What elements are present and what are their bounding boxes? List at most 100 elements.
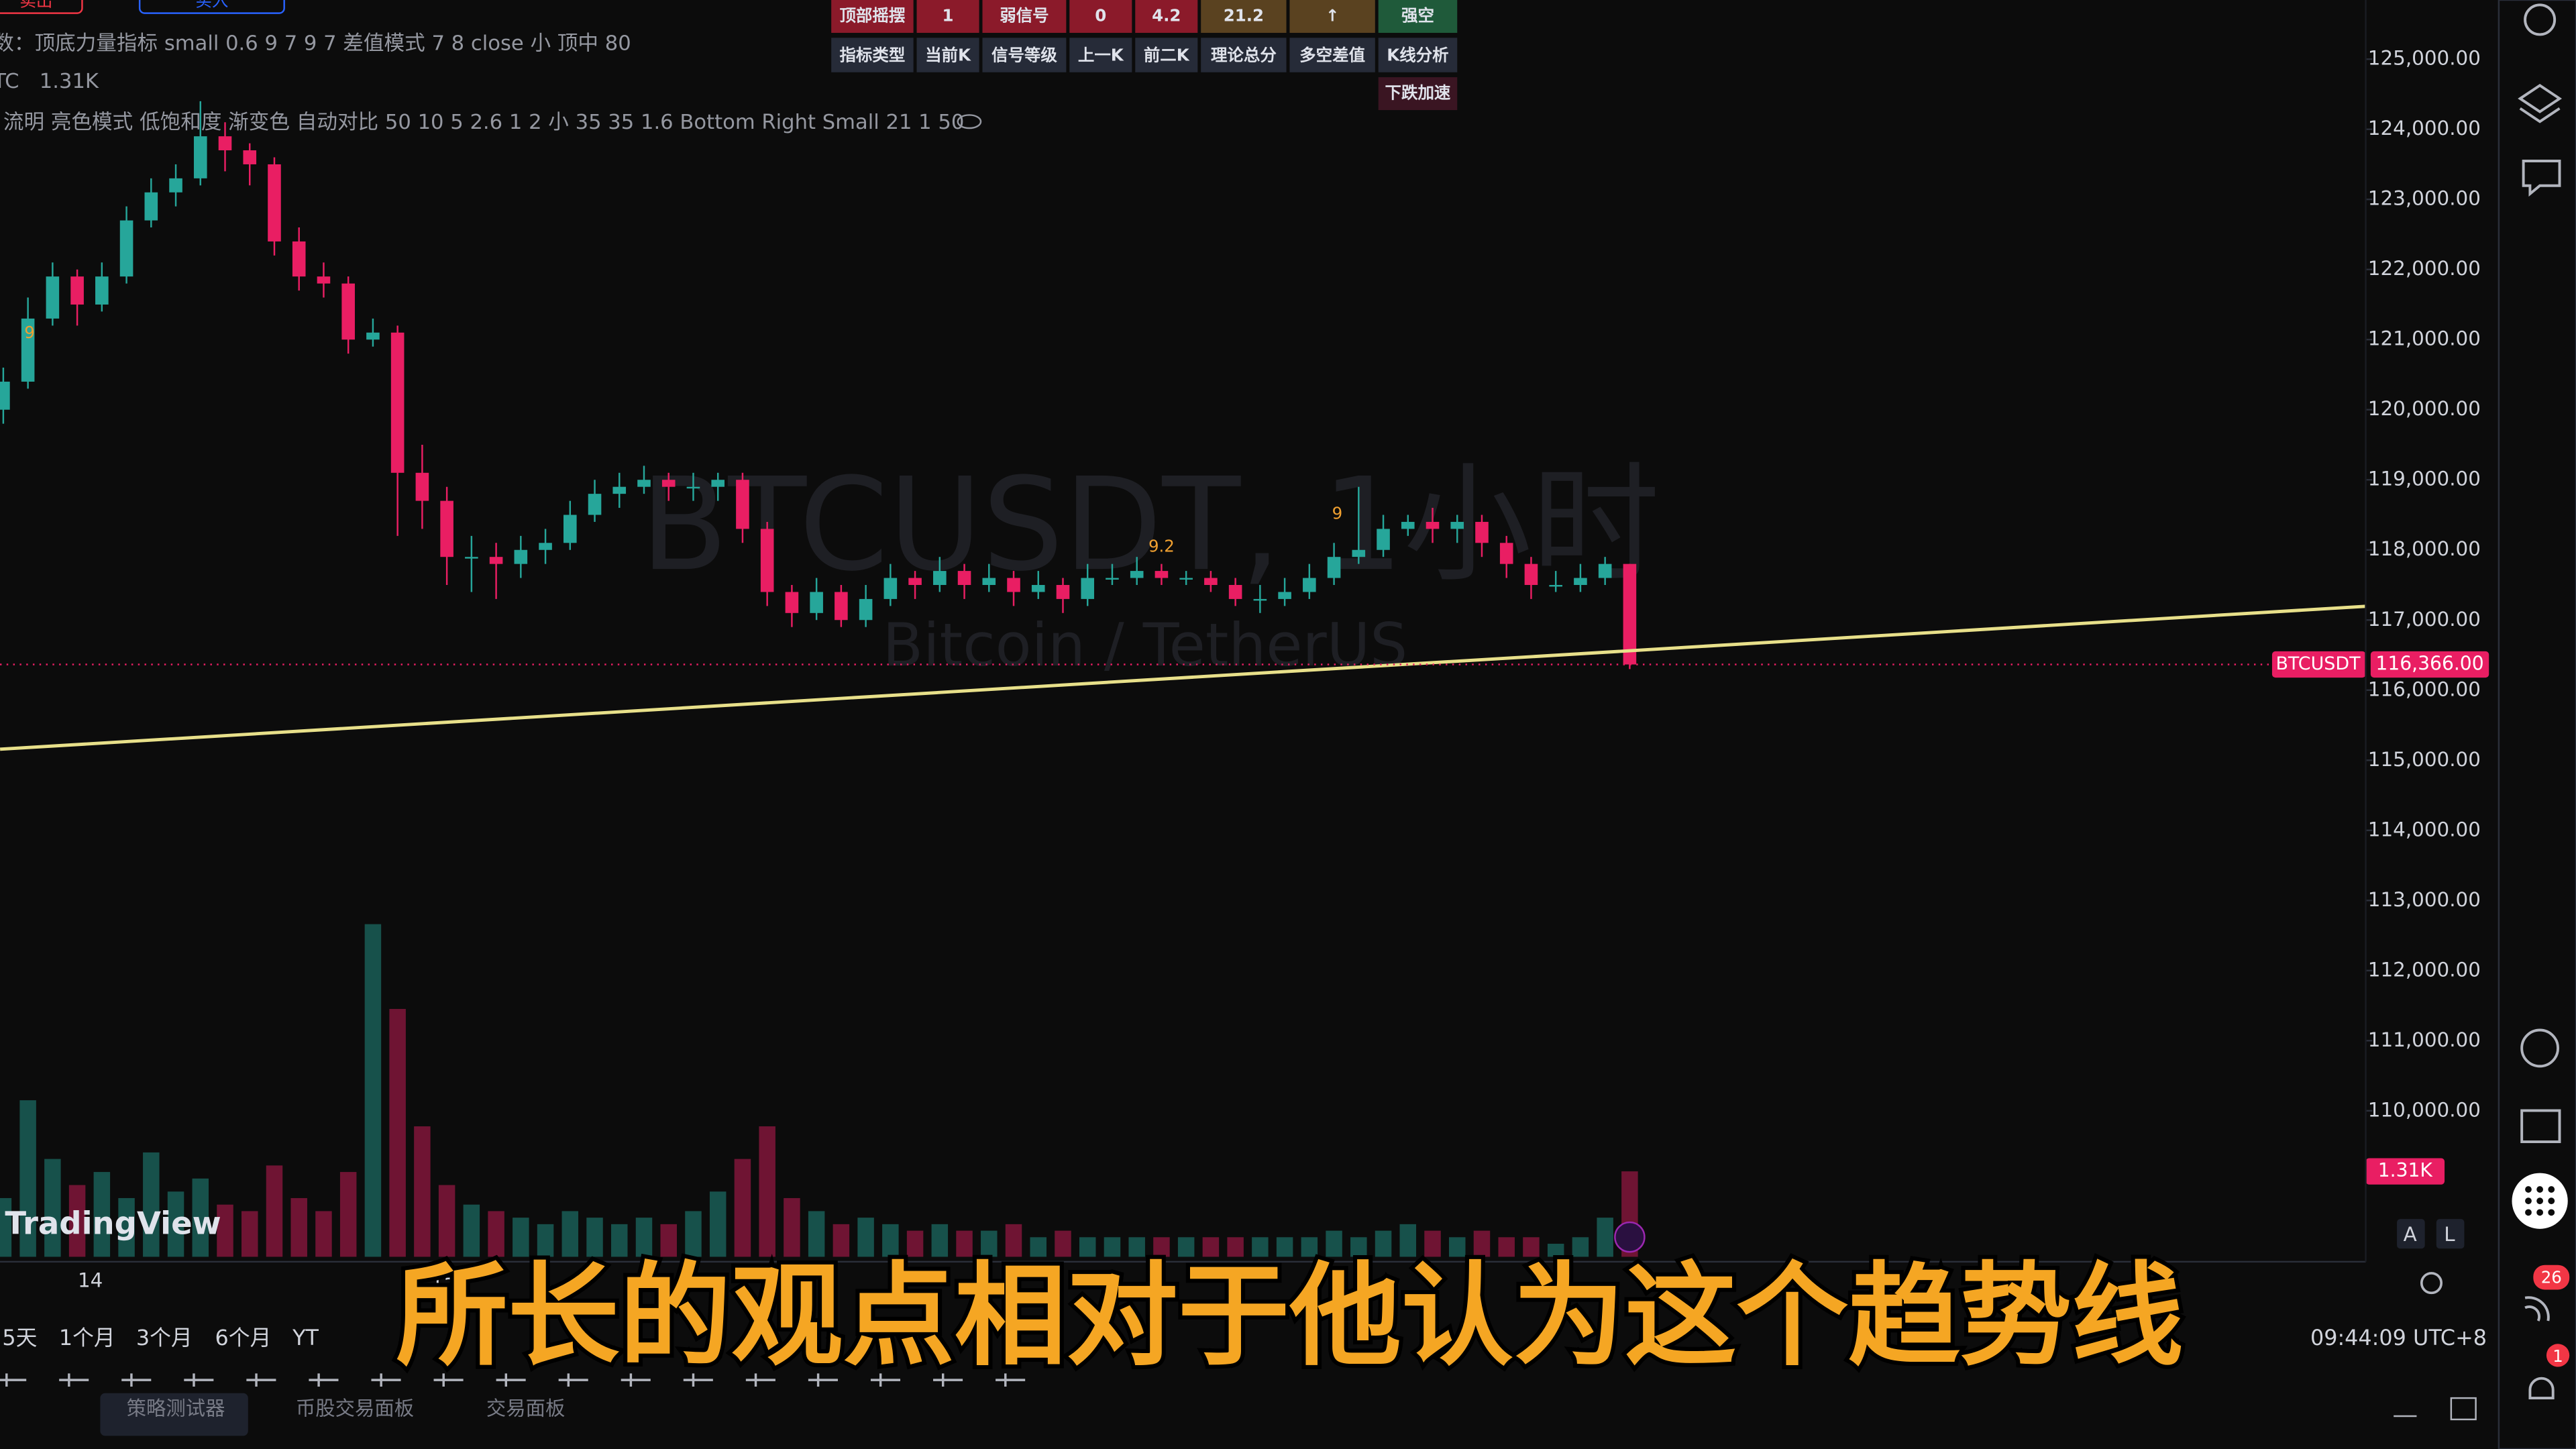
volume-bar	[1424, 1230, 1441, 1257]
trend-cell	[1378, 77, 1458, 111]
volume-pane	[0, 924, 1638, 1257]
drawing-tool[interactable]	[808, 1373, 838, 1387]
clock-icon[interactable]	[2524, 3, 2557, 36]
candle-body	[268, 164, 281, 241]
candle-body	[317, 276, 331, 284]
sell-button-text[interactable]: 卖出	[19, 0, 52, 10]
drawing-tool[interactable]	[870, 1373, 901, 1387]
period-button[interactable]: 1个月	[59, 1325, 115, 1350]
candle-body	[1574, 578, 1587, 586]
candle-annotation: 9.2	[1148, 537, 1175, 556]
volume-bar	[167, 1191, 184, 1257]
candle-body	[1598, 564, 1612, 578]
panel-tab[interactable]: 交易面板	[486, 1397, 566, 1420]
hide-icon[interactable]	[957, 114, 982, 129]
volume-bar	[1523, 1237, 1540, 1257]
candle-body	[835, 592, 848, 621]
volume-bar	[1005, 1224, 1022, 1257]
volume-bar	[1055, 1230, 1071, 1257]
candle-body	[588, 494, 602, 515]
stream-icon[interactable]	[2524, 1296, 2550, 1322]
y-tick-label: 111,000.00	[2368, 1028, 2481, 1051]
buy-button-text[interactable]: 买入	[195, 0, 228, 10]
scale-button-text[interactable]: A	[2404, 1223, 2417, 1246]
drawing-tool[interactable]	[433, 1373, 464, 1387]
candle-body	[1130, 571, 1144, 578]
drawing-tool[interactable]	[933, 1373, 963, 1387]
volume-bar	[931, 1224, 949, 1257]
header-cell-text: 信号等级	[991, 45, 1057, 64]
volume-bar	[611, 1224, 628, 1257]
candle-body	[785, 592, 799, 613]
candle-body	[1303, 578, 1316, 592]
drawing-tool[interactable]	[683, 1373, 713, 1387]
volume-tag	[2365, 1158, 2445, 1185]
sell-button[interactable]	[0, 0, 83, 14]
drawing-tool[interactable]	[558, 1373, 588, 1387]
layers-icon[interactable]	[2518, 83, 2563, 123]
panel-tab[interactable]: 币股交易面板	[296, 1397, 414, 1420]
calendar-icon[interactable]	[2520, 1109, 2561, 1143]
volume-bar	[833, 1224, 850, 1257]
candle-body	[564, 515, 577, 543]
lightning-icon[interactable]	[1614, 1221, 1646, 1253]
volume-bar	[1128, 1237, 1145, 1257]
volume-bar	[1547, 1244, 1564, 1257]
period-button[interactable]: 3个月	[136, 1325, 193, 1350]
settings-icon[interactable]	[2420, 1272, 2443, 1295]
candle-body	[21, 318, 35, 382]
drawing-tool[interactable]	[621, 1373, 651, 1387]
volume-bar	[635, 1218, 653, 1257]
candle-body	[193, 136, 207, 178]
scale-button-text[interactable]: L	[2444, 1223, 2455, 1246]
drawing-tool[interactable]	[496, 1373, 526, 1387]
chat-icon[interactable]	[2522, 160, 2561, 197]
header-cell	[916, 38, 979, 72]
scale-button[interactable]	[2436, 1219, 2465, 1249]
header-cell-text: 多空差值	[1299, 45, 1365, 64]
indicator-legend: 数：顶底力量指标 small 0.6 9 7 9 7 差值模式 7 8 clos…	[0, 32, 631, 56]
drawing-tool[interactable]	[246, 1373, 276, 1387]
drawing-tool[interactable]	[184, 1373, 214, 1387]
trend-cell-text: 下跌加速	[1385, 83, 1451, 103]
volume-bar	[1227, 1237, 1244, 1257]
drawing-tool[interactable]	[745, 1373, 775, 1387]
drawing-tool[interactable]	[996, 1373, 1026, 1387]
maximize-icon[interactable]	[2450, 1397, 2477, 1421]
panel-tab[interactable]: 策略测试器	[127, 1397, 225, 1420]
period-button[interactable]: 6个月	[215, 1325, 271, 1350]
volume-bar	[784, 1197, 800, 1257]
badge-text: 26	[2541, 1267, 2562, 1287]
period-button[interactable]: 5天	[2, 1325, 37, 1350]
candle-body	[0, 381, 10, 410]
logo: TradingView	[5, 1205, 221, 1241]
scale-button[interactable]	[2397, 1219, 2425, 1249]
header-cell	[982, 38, 1067, 72]
volume-bar	[1572, 1237, 1589, 1257]
candle-body	[1327, 557, 1341, 578]
header-cell	[1378, 38, 1458, 72]
drawing-tool[interactable]	[59, 1373, 89, 1387]
volume-bar	[956, 1230, 973, 1257]
y-tick-label: 113,000.00	[2368, 888, 2481, 911]
drawing-tool[interactable]	[121, 1373, 152, 1387]
volume-bar	[808, 1211, 825, 1257]
candle-body	[95, 276, 109, 305]
drawing-tool[interactable]	[309, 1373, 339, 1387]
symbol-tag	[2271, 651, 2366, 678]
target-icon[interactable]	[2520, 1028, 2560, 1068]
drawing-tool[interactable]	[371, 1373, 401, 1387]
buy-button[interactable]	[138, 0, 285, 14]
badge	[2533, 1265, 2570, 1290]
candle-body	[859, 598, 873, 621]
candle-body	[1623, 564, 1637, 665]
signal-cell	[1201, 0, 1287, 33]
candle-body	[341, 283, 355, 340]
candle-body	[637, 480, 651, 487]
candle-body	[908, 578, 922, 586]
period-button[interactable]: YT	[292, 1325, 319, 1350]
y-tick-label: 125,000.00	[2368, 47, 2481, 70]
bell-icon[interactable]	[2528, 1377, 2555, 1400]
drawing-tool[interactable]	[0, 1373, 27, 1387]
y-tick-label: 118,000.00	[2368, 537, 2481, 560]
